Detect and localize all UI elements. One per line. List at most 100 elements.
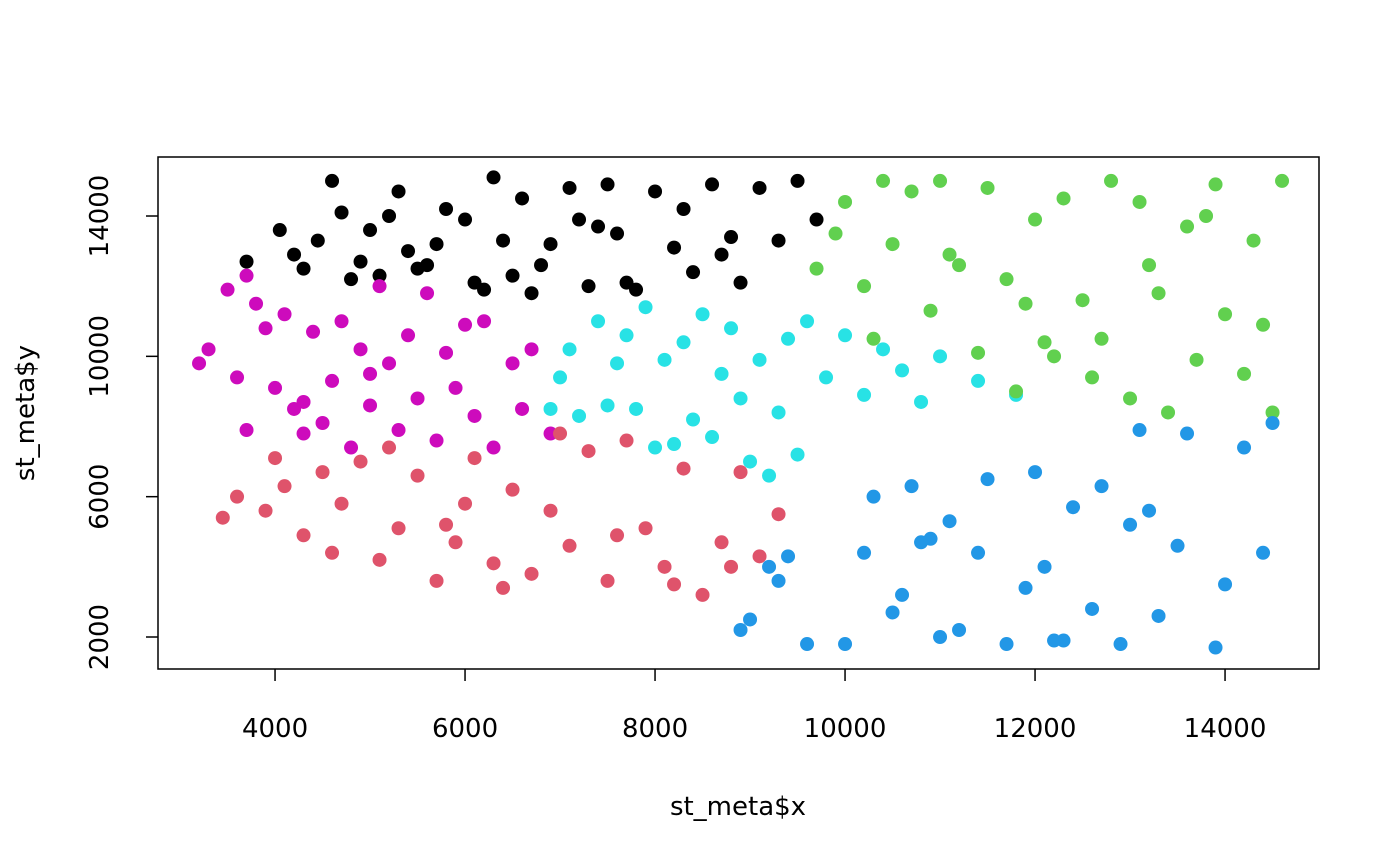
point: [1151, 608, 1166, 623]
point: [1142, 258, 1157, 273]
point: [372, 279, 387, 294]
point: [914, 535, 929, 550]
point: [581, 444, 596, 459]
point: [372, 552, 387, 567]
point: [724, 230, 739, 245]
point: [1028, 465, 1043, 480]
point: [315, 415, 330, 430]
point: [543, 401, 558, 416]
point: [1047, 633, 1062, 648]
point: [752, 352, 767, 367]
point: [1123, 391, 1138, 406]
point: [277, 307, 292, 322]
point: [1094, 479, 1109, 494]
point: [657, 559, 672, 574]
point: [591, 219, 606, 234]
point: [1132, 194, 1147, 209]
point: [771, 233, 786, 248]
point: [857, 545, 872, 560]
point: [258, 503, 273, 518]
point: [1047, 349, 1062, 364]
y-tick-label: 14000: [85, 175, 115, 258]
point: [743, 454, 758, 469]
point: [477, 282, 492, 297]
point: [410, 261, 425, 276]
point: [629, 401, 644, 416]
point: [1113, 637, 1128, 652]
point: [724, 321, 739, 336]
point: [220, 282, 235, 297]
point: [439, 201, 454, 216]
point: [458, 317, 473, 332]
point: [952, 258, 967, 273]
point: [344, 272, 359, 287]
point: [1104, 173, 1119, 188]
point: [714, 535, 729, 550]
point: [971, 345, 986, 360]
point: [800, 314, 815, 329]
point: [1246, 233, 1261, 248]
point: [1075, 293, 1090, 308]
point: [733, 622, 748, 637]
point: [401, 244, 416, 259]
point: [429, 237, 444, 252]
y-tick-label: 10000: [85, 315, 115, 398]
point: [752, 549, 767, 564]
point: [429, 433, 444, 448]
point: [971, 545, 986, 560]
point: [686, 265, 701, 280]
point: [809, 212, 824, 227]
x-tick-label: 10000: [804, 714, 887, 744]
point: [310, 233, 325, 248]
point: [515, 191, 530, 206]
point: [771, 573, 786, 588]
point: [667, 240, 682, 255]
point: [876, 342, 891, 357]
point: [429, 573, 444, 588]
point: [1218, 577, 1233, 592]
point: [391, 521, 406, 536]
x-axis-title: st_meta$x: [670, 792, 806, 822]
plot-frame: [157, 156, 1320, 670]
point: [1218, 307, 1233, 322]
point: [942, 247, 957, 262]
point: [762, 559, 777, 574]
point: [866, 489, 881, 504]
point: [296, 261, 311, 276]
point: [619, 433, 634, 448]
point: [272, 223, 287, 238]
point: [268, 451, 283, 466]
x-tick-label: 14000: [1184, 714, 1267, 744]
point: [838, 328, 853, 343]
point: [581, 279, 596, 294]
point: [382, 440, 397, 455]
point: [1028, 212, 1043, 227]
point: [486, 440, 501, 455]
point: [600, 398, 615, 413]
point: [325, 173, 340, 188]
point: [325, 373, 340, 388]
point: [562, 342, 577, 357]
point: [215, 510, 230, 525]
point: [828, 226, 843, 241]
y-tick-label: 6000: [85, 464, 115, 530]
point: [439, 517, 454, 532]
point: [676, 461, 691, 476]
point: [496, 580, 511, 595]
point: [353, 342, 368, 357]
point: [885, 605, 900, 620]
point: [781, 549, 796, 564]
point: [591, 314, 606, 329]
point: [543, 503, 558, 518]
point: [363, 398, 378, 413]
point: [524, 342, 539, 357]
point: [610, 528, 625, 543]
point: [733, 391, 748, 406]
point: [486, 556, 501, 571]
point: [401, 328, 416, 343]
point: [477, 314, 492, 329]
point: [524, 286, 539, 301]
point: [325, 545, 340, 560]
point: [667, 577, 682, 592]
point: [733, 465, 748, 480]
